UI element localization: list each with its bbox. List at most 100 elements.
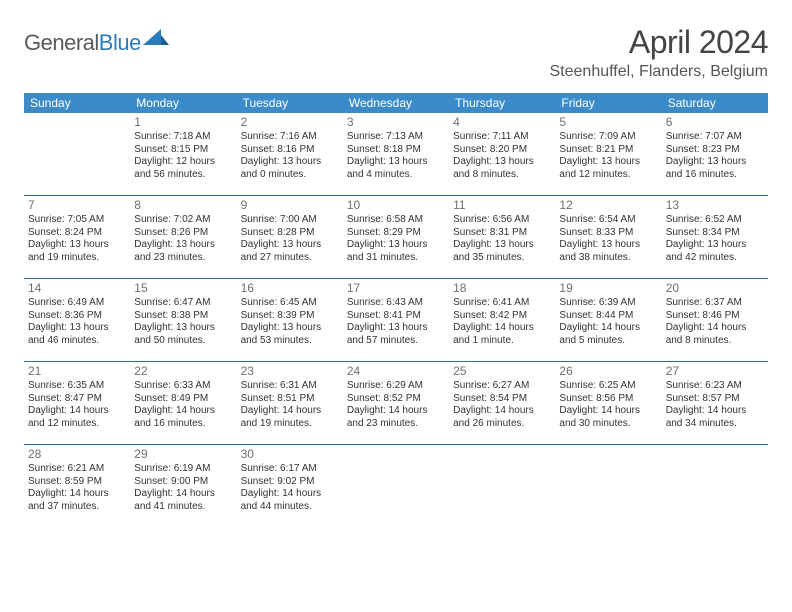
day-number: 30 [241,447,339,462]
day-info-line: and 38 minutes. [559,252,657,265]
day-info-line: Sunrise: 7:11 AM [453,131,551,144]
day-number: 1 [134,115,232,130]
calendar-week-row: 7Sunrise: 7:05 AMSunset: 8:24 PMDaylight… [24,196,768,279]
day-info-line: Sunrise: 7:05 AM [28,214,126,227]
calendar-day-cell: 27Sunrise: 6:23 AMSunset: 8:57 PMDayligh… [662,362,768,444]
logo-text-blue: Blue [99,30,141,55]
day-info-line: Sunset: 8:24 PM [28,227,126,240]
day-info-line: and 12 minutes. [559,169,657,182]
day-info-line: Sunset: 8:28 PM [241,227,339,240]
day-info-line: and 56 minutes. [134,169,232,182]
logo-text-general: General [24,30,99,55]
day-info-line: Daylight: 14 hours [28,488,126,501]
day-number: 8 [134,198,232,213]
day-info-line: Sunset: 8:56 PM [559,393,657,406]
calendar-day-cell: 20Sunrise: 6:37 AMSunset: 8:46 PMDayligh… [662,279,768,361]
day-info-line: Sunrise: 7:16 AM [241,131,339,144]
day-info-line: and 8 minutes. [453,169,551,182]
day-info-line: and 16 minutes. [666,169,764,182]
day-info-line: Daylight: 13 hours [666,156,764,169]
day-number: 27 [666,364,764,379]
day-info-line: and 8 minutes. [666,335,764,348]
day-info-line: Sunset: 9:02 PM [241,476,339,489]
day-number: 24 [347,364,445,379]
day-info-line: Sunset: 8:18 PM [347,144,445,157]
day-info-line: Sunset: 8:52 PM [347,393,445,406]
day-info-line: Sunset: 8:46 PM [666,310,764,323]
weekday-header: Tuesday [237,93,343,113]
day-info-line: Daylight: 13 hours [28,322,126,335]
day-info-line: and 35 minutes. [453,252,551,265]
day-number: 12 [559,198,657,213]
calendar-day-cell: 22Sunrise: 6:33 AMSunset: 8:49 PMDayligh… [130,362,236,444]
calendar-week-row: 1Sunrise: 7:18 AMSunset: 8:15 PMDaylight… [24,113,768,196]
day-info-line: Sunrise: 6:25 AM [559,380,657,393]
calendar-day-cell [24,113,130,195]
day-info-line: Sunset: 8:59 PM [28,476,126,489]
day-info-line: Daylight: 14 hours [28,405,126,418]
calendar-day-cell: 17Sunrise: 6:43 AMSunset: 8:41 PMDayligh… [343,279,449,361]
day-info-line: Sunset: 8:47 PM [28,393,126,406]
day-info-line: Sunset: 8:44 PM [559,310,657,323]
day-number: 5 [559,115,657,130]
day-info-line: Daylight: 13 hours [666,239,764,252]
day-number: 20 [666,281,764,296]
day-number: 14 [28,281,126,296]
calendar-day-cell: 7Sunrise: 7:05 AMSunset: 8:24 PMDaylight… [24,196,130,278]
day-info-line: Sunset: 8:42 PM [453,310,551,323]
day-info-line: and 31 minutes. [347,252,445,265]
day-number: 19 [559,281,657,296]
day-info-line: and 30 minutes. [559,418,657,431]
day-info-line: Sunrise: 6:39 AM [559,297,657,310]
day-info-line: Daylight: 14 hours [241,488,339,501]
calendar-day-cell: 25Sunrise: 6:27 AMSunset: 8:54 PMDayligh… [449,362,555,444]
day-info-line: and 19 minutes. [28,252,126,265]
calendar-day-cell: 19Sunrise: 6:39 AMSunset: 8:44 PMDayligh… [555,279,661,361]
day-number: 13 [666,198,764,213]
day-info-line: and 34 minutes. [666,418,764,431]
day-info-line: Sunset: 8:38 PM [134,310,232,323]
day-number: 3 [347,115,445,130]
day-info-line: Daylight: 14 hours [559,405,657,418]
day-number: 25 [453,364,551,379]
weekday-header: Saturday [662,93,768,113]
day-info-line: and 57 minutes. [347,335,445,348]
day-info-line: Sunrise: 6:27 AM [453,380,551,393]
day-info-line: and 23 minutes. [134,252,232,265]
day-info-line: Sunset: 8:26 PM [134,227,232,240]
day-info-line: Daylight: 14 hours [347,405,445,418]
day-info-line: and 46 minutes. [28,335,126,348]
day-info-line: and 1 minute. [453,335,551,348]
weekday-header: Thursday [449,93,555,113]
day-info-line: Sunset: 8:49 PM [134,393,232,406]
day-info-line: and 44 minutes. [241,501,339,514]
calendar-day-cell: 9Sunrise: 7:00 AMSunset: 8:28 PMDaylight… [237,196,343,278]
calendar-day-cell: 2Sunrise: 7:16 AMSunset: 8:16 PMDaylight… [237,113,343,195]
calendar-day-cell [343,445,449,527]
day-info-line: Daylight: 14 hours [666,405,764,418]
day-number: 22 [134,364,232,379]
day-info-line: Sunset: 8:54 PM [453,393,551,406]
day-info-line: Sunset: 9:00 PM [134,476,232,489]
day-number: 17 [347,281,445,296]
day-number: 28 [28,447,126,462]
day-number: 11 [453,198,551,213]
day-info-line: Sunset: 8:31 PM [453,227,551,240]
location-label: Steenhuffel, Flanders, Belgium [550,63,769,81]
day-info-line: Sunrise: 7:09 AM [559,131,657,144]
day-info-line: and 53 minutes. [241,335,339,348]
calendar-day-cell: 13Sunrise: 6:52 AMSunset: 8:34 PMDayligh… [662,196,768,278]
calendar-day-cell: 14Sunrise: 6:49 AMSunset: 8:36 PMDayligh… [24,279,130,361]
day-number: 9 [241,198,339,213]
month-title: April 2024 [550,24,769,61]
weekday-header-row: SundayMondayTuesdayWednesdayThursdayFrid… [24,93,768,113]
day-info-line: Sunset: 8:41 PM [347,310,445,323]
day-info-line: Daylight: 13 hours [134,322,232,335]
day-info-line: Sunrise: 6:35 AM [28,380,126,393]
calendar-day-cell: 28Sunrise: 6:21 AMSunset: 8:59 PMDayligh… [24,445,130,527]
day-info-line: Sunrise: 6:41 AM [453,297,551,310]
day-info-line: Daylight: 13 hours [559,239,657,252]
day-info-line: Sunset: 8:34 PM [666,227,764,240]
title-block: April 2024 Steenhuffel, Flanders, Belgiu… [550,24,769,81]
day-info-line: Sunrise: 7:02 AM [134,214,232,227]
